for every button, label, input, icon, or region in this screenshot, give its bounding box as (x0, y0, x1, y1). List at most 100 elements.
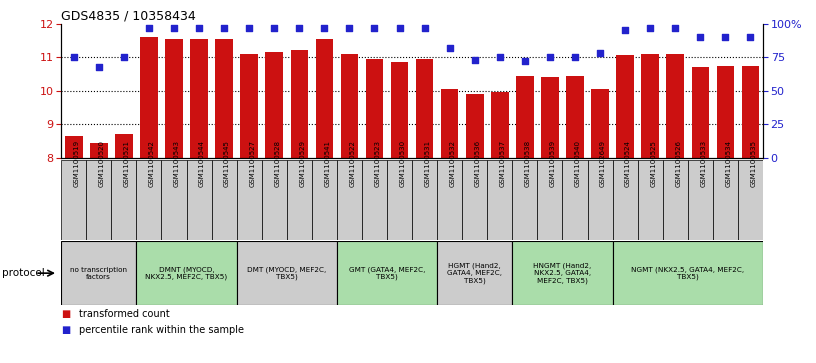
Point (744, 34, 757, 40)
Bar (140, 37, 157, 363)
FancyBboxPatch shape (312, 160, 337, 240)
Text: DMT (MYOCD, MEF2C,
TBX5): DMT (MYOCD, MEF2C, TBX5) (247, 266, 326, 280)
FancyBboxPatch shape (187, 160, 211, 240)
Point (518, 58, 531, 64)
Bar (716, 66, 734, 363)
Point (468, 57, 481, 63)
FancyBboxPatch shape (337, 241, 437, 305)
Text: HNGMT (Hand2,
NKX2.5, GATA4,
MEF2C, TBX5): HNGMT (Hand2, NKX2.5, GATA4, MEF2C, TBX5… (534, 263, 592, 284)
Point (268, 25, 281, 30)
Text: GMT (GATA4, MEF2C,
TBX5): GMT (GATA4, MEF2C, TBX5) (348, 266, 425, 280)
Bar (265, 52, 283, 363)
FancyBboxPatch shape (61, 241, 136, 305)
Point (619, 27, 632, 33)
Bar (290, 50, 308, 363)
Bar (667, 54, 684, 363)
Text: GSM1100537: GSM1100537 (499, 140, 506, 187)
Text: GSM1100522: GSM1100522 (349, 140, 356, 187)
Text: GSM1102649: GSM1102649 (600, 140, 606, 187)
FancyBboxPatch shape (613, 241, 763, 305)
Text: GSM1100530: GSM1100530 (400, 140, 406, 187)
Bar (616, 56, 634, 363)
Text: transformed count: transformed count (79, 309, 170, 319)
Text: GSM1100519: GSM1100519 (73, 140, 80, 187)
Bar (165, 39, 183, 363)
FancyBboxPatch shape (437, 160, 462, 240)
Bar (592, 89, 609, 363)
Bar (566, 76, 583, 363)
Point (343, 25, 356, 30)
FancyBboxPatch shape (262, 160, 286, 240)
Point (644, 25, 657, 30)
Point (92, 64, 105, 69)
FancyBboxPatch shape (162, 160, 187, 240)
FancyBboxPatch shape (688, 160, 713, 240)
Point (493, 54, 506, 60)
Bar (241, 54, 258, 363)
Text: protocol: protocol (2, 268, 44, 278)
Text: GSM1100543: GSM1100543 (174, 140, 180, 187)
Bar (366, 59, 384, 363)
Text: GSM1100533: GSM1100533 (700, 140, 707, 187)
FancyBboxPatch shape (111, 160, 136, 240)
FancyBboxPatch shape (462, 160, 487, 240)
Bar (742, 66, 759, 363)
Text: HGMT (Hand2,
GATA4, MEF2C,
TBX5): HGMT (Hand2, GATA4, MEF2C, TBX5) (447, 263, 502, 284)
Bar (441, 89, 459, 363)
FancyBboxPatch shape (412, 160, 437, 240)
Bar (90, 143, 108, 363)
Point (218, 25, 231, 30)
Text: GSM1100527: GSM1100527 (249, 140, 255, 187)
FancyBboxPatch shape (337, 160, 362, 240)
Point (543, 54, 557, 60)
Point (118, 54, 131, 60)
Text: GSM1100538: GSM1100538 (525, 140, 531, 187)
FancyBboxPatch shape (61, 160, 86, 240)
Point (593, 50, 606, 56)
FancyBboxPatch shape (136, 241, 237, 305)
Text: GSM1100524: GSM1100524 (625, 140, 631, 187)
FancyBboxPatch shape (437, 241, 512, 305)
FancyBboxPatch shape (562, 160, 588, 240)
Text: percentile rank within the sample: percentile rank within the sample (79, 325, 244, 335)
Text: GSM1100541: GSM1100541 (324, 140, 330, 187)
Bar (491, 93, 508, 363)
Point (67, 54, 80, 60)
Text: GSM1100539: GSM1100539 (550, 140, 556, 187)
Text: DMNT (MYOCD,
NKX2.5, MEF2C, TBX5): DMNT (MYOCD, NKX2.5, MEF2C, TBX5) (145, 266, 228, 280)
Text: ■: ■ (61, 325, 70, 335)
Text: NGMT (NKX2.5, GATA4, MEF2C,
TBX5): NGMT (NKX2.5, GATA4, MEF2C, TBX5) (632, 266, 744, 280)
Text: ■: ■ (61, 309, 70, 319)
Bar (316, 39, 333, 363)
Text: no transcription
factors: no transcription factors (70, 267, 127, 280)
FancyBboxPatch shape (713, 160, 738, 240)
Point (694, 34, 707, 40)
Text: GSM1100536: GSM1100536 (475, 140, 481, 187)
Point (293, 25, 306, 30)
Point (393, 25, 406, 30)
Text: GSM1100545: GSM1100545 (224, 140, 230, 187)
Bar (416, 59, 433, 363)
Text: GSM1100534: GSM1100534 (725, 140, 731, 187)
Text: GSM1100535: GSM1100535 (751, 140, 756, 187)
Text: GSM1100532: GSM1100532 (450, 140, 455, 187)
FancyBboxPatch shape (538, 160, 562, 240)
Point (719, 34, 732, 40)
Point (569, 54, 582, 60)
Bar (340, 54, 358, 363)
FancyBboxPatch shape (237, 160, 262, 240)
Point (668, 25, 681, 30)
Point (193, 25, 206, 30)
FancyBboxPatch shape (588, 160, 613, 240)
Bar (641, 54, 659, 363)
Text: GSM1100542: GSM1100542 (149, 140, 155, 187)
Bar (691, 67, 709, 363)
Text: GSM1100531: GSM1100531 (424, 140, 431, 187)
Bar (65, 136, 82, 363)
Bar (115, 134, 133, 363)
Text: GSM1100525: GSM1100525 (650, 140, 656, 187)
Text: GSM1100540: GSM1100540 (575, 140, 581, 187)
Point (368, 25, 381, 30)
Bar (215, 39, 233, 363)
Point (317, 25, 330, 30)
